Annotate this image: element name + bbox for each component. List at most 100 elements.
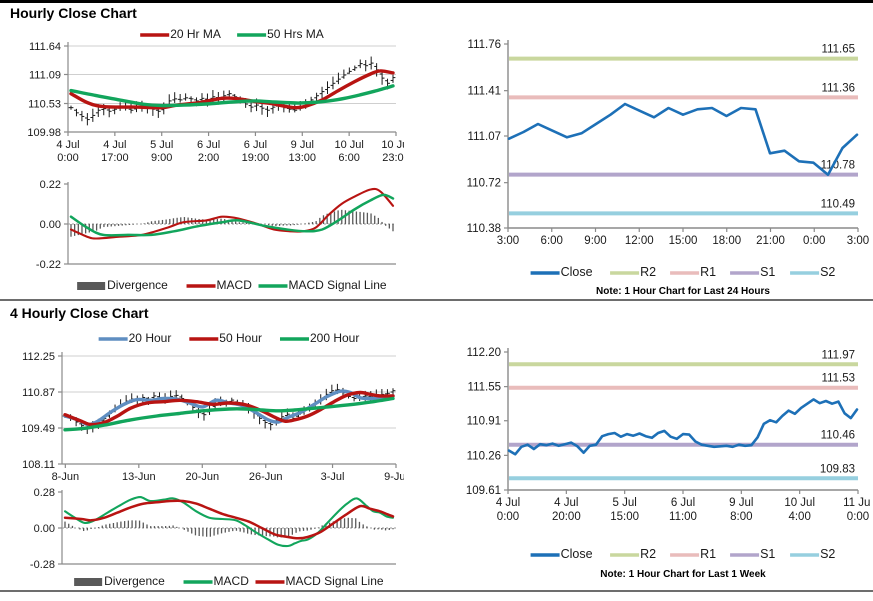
legend-label: 20 Hour (129, 331, 172, 345)
macd-line-macd-signal-line (69, 193, 395, 237)
svg-text:6 Jul: 6 Jul (671, 497, 695, 509)
svg-text:9:00: 9:00 (584, 235, 606, 247)
four-hourly-close-chart: 108.11 109.49 110.87 112.25 8-Jun 13-Jun 20-Ju… (14, 326, 408, 493)
hourly-section-title: Hourly Close Chart (10, 5, 137, 21)
svg-text:108.11: 108.11 (22, 459, 55, 471)
legend-label: MACD (214, 574, 250, 588)
svg-text:8-Jun: 8-Jun (52, 471, 80, 483)
svg-text:0.00: 0.00 (34, 523, 55, 535)
svg-text:20:00: 20:00 (552, 511, 581, 523)
legend: Divergence MACD MACD Signal Line (74, 574, 384, 588)
legend-label: MACD Signal Line (285, 574, 383, 588)
legend-swatch-divergence (74, 578, 103, 586)
svg-text:8:00: 8:00 (730, 511, 752, 523)
hourly-pivot-svg: 110.38 110.72 111.07 111.41 111.76 3:00 6:00 9:… (467, 39, 870, 279)
legend: 20 Hour 50 Hour 200 Hour (98, 331, 359, 345)
legend-label: 20 Hr MA (170, 27, 221, 41)
svg-text:6:00: 6:00 (541, 235, 563, 247)
svg-text:4 Jul: 4 Jul (496, 497, 520, 509)
legend-label: S2 (820, 547, 835, 561)
legend-label: S2 (820, 265, 835, 279)
svg-text:19:00: 19:00 (242, 152, 270, 164)
svg-text:109.61: 109.61 (466, 485, 501, 497)
close-line (507, 398, 859, 456)
legend-label: S1 (760, 265, 775, 279)
legend-swatch-divergence (77, 282, 106, 290)
ma-line-50-hrs-ma (69, 84, 395, 108)
svg-text:111.65: 111.65 (822, 44, 855, 56)
four-hourly-macd-chart: -0.28 0.00 0.28 Divergence MACD MACD Signal L… (14, 484, 404, 595)
svg-text:6 Jul: 6 Jul (197, 139, 220, 151)
svg-text:15:00: 15:00 (610, 511, 639, 523)
svg-text:3-Jul: 3-Jul (321, 471, 345, 483)
fourhourly-pivot-svg: 109.61 110.26 110.91 111.55 112.20 4 Jul 0:00 4… (466, 347, 873, 561)
svg-text:23:00: 23:00 (382, 152, 404, 164)
macd-line-macd (69, 187, 395, 240)
svg-text:111.64: 111.64 (29, 41, 61, 53)
legend-label: Close (561, 547, 593, 561)
svg-text:6:00: 6:00 (338, 152, 359, 164)
svg-text:109.49: 109.49 (21, 423, 55, 435)
svg-text:4:00: 4:00 (788, 511, 810, 523)
legend-label: 50 Hour (219, 331, 262, 345)
svg-text:13-Jun: 13-Jun (122, 471, 156, 483)
hourly-macd-svg: -0.22 0.00 0.22 Divergence MACD MACD Signal L… (36, 179, 396, 292)
svg-text:5 Jul: 5 Jul (613, 497, 637, 509)
svg-text:110.26: 110.26 (467, 450, 501, 462)
hourly-pivot-chart: 110.38 110.72 111.07 111.41 111.76 3:00 6:00 9:… (446, 26, 870, 289)
legend-label: S1 (760, 547, 775, 561)
svg-text:10 Jul: 10 Jul (381, 139, 404, 151)
bottom-border-rule (0, 590, 873, 592)
four-hourly-pivot-note: Note: 1 Hour Chart for Last 1 Week (600, 569, 766, 580)
svg-text:0:00: 0:00 (497, 511, 519, 523)
macd-line-macd (63, 496, 395, 548)
svg-text:3:00: 3:00 (847, 235, 869, 247)
legend-label: R2 (640, 547, 656, 561)
svg-text:15:00: 15:00 (669, 235, 698, 247)
svg-text:3:00: 3:00 (497, 235, 519, 247)
svg-text:111.55: 111.55 (468, 382, 501, 394)
four-hourly-section-title: 4 Hourly Close Chart (10, 305, 149, 321)
divergence-bars (64, 517, 394, 538)
legend-label: R2 (640, 265, 656, 279)
svg-text:112.25: 112.25 (22, 351, 55, 363)
svg-text:-0.28: -0.28 (30, 559, 55, 571)
svg-text:10 Jul: 10 Jul (334, 139, 363, 151)
svg-text:20-Jun: 20-Jun (185, 471, 219, 483)
svg-text:12:00: 12:00 (625, 235, 654, 247)
four-hourly-pivot-chart: 109.61 110.26 110.91 111.55 112.20 4 Jul 0:00 4… (446, 342, 873, 573)
svg-text:9 Jul: 9 Jul (729, 497, 753, 509)
legend: Close R2 R1 S1 S2 (530, 547, 835, 561)
svg-text:26-Jun: 26-Jun (249, 471, 283, 483)
svg-text:111.36: 111.36 (822, 82, 855, 94)
ma-line-200-hour (63, 396, 395, 432)
svg-text:2:00: 2:00 (198, 152, 219, 164)
svg-text:0:00: 0:00 (847, 511, 869, 523)
svg-text:9 Jul: 9 Jul (291, 139, 314, 151)
svg-text:0:00: 0:00 (57, 152, 78, 164)
svg-text:4 Jul: 4 Jul (103, 139, 126, 151)
legend-label: 50 Hrs MA (267, 27, 324, 41)
divergence-bars (70, 209, 394, 237)
legend: Close R2 R1 S1 S2 (530, 265, 835, 279)
legend-label: MACD (217, 278, 253, 292)
svg-text:9-Jul: 9-Jul (384, 471, 404, 483)
svg-text:111.76: 111.76 (468, 39, 501, 51)
svg-text:111.07: 111.07 (468, 131, 501, 143)
legend-label: Divergence (104, 574, 165, 588)
svg-text:109.83: 109.83 (820, 463, 855, 475)
svg-text:110.46: 110.46 (821, 430, 855, 442)
legend-label: MACD Signal Line (288, 278, 386, 292)
section-divider (0, 299, 873, 301)
svg-text:109.98: 109.98 (27, 127, 61, 139)
svg-text:13:00: 13:00 (289, 152, 317, 164)
svg-text:9:00: 9:00 (151, 152, 172, 164)
svg-text:110.72: 110.72 (467, 178, 501, 190)
svg-text:11 Jul: 11 Jul (843, 497, 870, 509)
svg-text:21:00: 21:00 (756, 235, 785, 247)
svg-text:4 Jul: 4 Jul (554, 497, 578, 509)
svg-text:110.78: 110.78 (821, 160, 855, 172)
svg-text:5 Jul: 5 Jul (150, 139, 173, 151)
